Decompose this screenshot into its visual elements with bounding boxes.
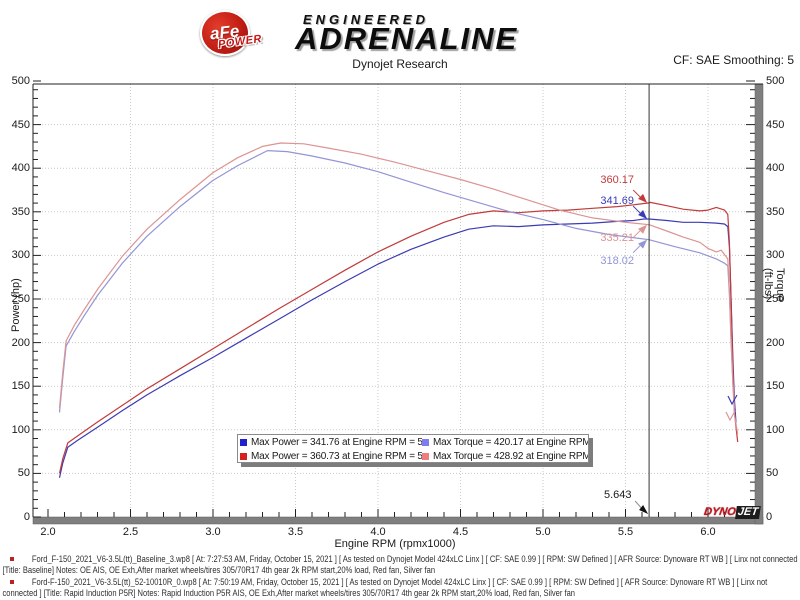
- page-title: Dynojet Research: [352, 57, 448, 71]
- annotation-arrowhead-icon: [638, 224, 648, 234]
- run-end-marker-icon: [727, 394, 738, 406]
- legend-swatch-icon: [240, 438, 247, 446]
- legend-label: Max Power = 341.76 at Engine RPM = 5.61: [251, 436, 422, 448]
- run-info-line: [Title: Baseline] Notes: OE AIS, OE Exh,…: [2, 565, 436, 575]
- annotation-arrowhead-icon: [638, 210, 648, 220]
- annotation-arrow-line: [632, 205, 641, 214]
- run-entry-baseline: Ford_F-150_2021_V6-3.5L(tt)_Baseline_3.w…: [0, 554, 800, 576]
- smoothing-setting: CF: SAE Smoothing: 5: [673, 53, 794, 67]
- annotation-arrow-line: [632, 230, 641, 239]
- legend-label: Max Torque = 428.92 at Engine RPM = 3.41: [433, 450, 588, 462]
- legend-swatch-icon: [240, 452, 247, 460]
- brand-adrenaline: ADRENALINE: [295, 21, 519, 56]
- legend-label: Max Torque = 420.17 at Engine RPM = 3.33: [433, 436, 588, 448]
- x-axis-bar: [32, 516, 764, 525]
- run-entry-rapid-induction: Ford-F-150_2021_V6-3.5L(tt)_52-10010R_0.…: [0, 577, 800, 599]
- run-info-block: Ford_F-150_2021_V6-3.5L(tt)_Baseline_3.w…: [0, 554, 800, 600]
- cursor-label-arrowhead-icon: [639, 505, 649, 514]
- dynojet-logo: DYNOJET: [703, 506, 761, 519]
- curve-power-baseline: [58, 218, 737, 478]
- curve-torque-baseline: [58, 150, 735, 413]
- annotation-arrow-line: [632, 189, 641, 198]
- run-info-line: Ford_F-150_2021_V6-3.5L(tt)_Baseline_3.w…: [31, 554, 798, 564]
- legend-label: Max Power = 360.73 at Engine RPM = 5.65: [251, 450, 422, 462]
- chart-legend: Max Power = 341.76 at Engine RPM = 5.61 …: [237, 434, 589, 463]
- run-end-marker-icon: [725, 410, 736, 422]
- legend-swatch-icon: [422, 452, 429, 460]
- dynojet-logo-dyno: DYNO: [703, 506, 737, 518]
- legend-item-max-torque-modified: Max Torque = 428.92 at Engine RPM = 3.41: [422, 451, 588, 462]
- run-bullet-icon: [10, 580, 14, 584]
- left-axis-title: Power (hp): [10, 278, 22, 332]
- right-axis-title: Torque (ft-lbs): [762, 268, 786, 302]
- run-info-line: Ford-F-150_2021_V6-3.5L(tt)_52-10010R_0.…: [31, 577, 768, 587]
- afe-logo: aFe: [200, 10, 250, 56]
- cursor-rpm-label: 5.643: [604, 489, 632, 501]
- x-axis-title: Engine RPM (rpmx1000): [334, 538, 456, 550]
- curve-power-rapid-induction: [58, 201, 739, 474]
- legend-swatch-icon: [422, 438, 429, 446]
- y-axis-right-bar: [754, 83, 764, 525]
- run-info-line: connected ] [Title: Rapid Induction P5R]…: [2, 588, 576, 598]
- annotation-arrowhead-icon: [638, 239, 648, 249]
- run-bullet-icon: [10, 557, 14, 561]
- legend-item-max-power-modified: Max Power = 360.73 at Engine RPM = 5.65: [240, 451, 422, 462]
- dynojet-logo-jet: JET: [734, 506, 761, 519]
- brand-engineered: ENGINEERED: [303, 12, 429, 27]
- annotation-arrowhead-icon: [638, 193, 648, 203]
- annotation-arrow-line: [632, 245, 641, 254]
- legend-item-max-torque-baseline: Max Torque = 420.17 at Engine RPM = 3.33: [422, 437, 588, 448]
- curve-torque-rapid-induction: [58, 142, 739, 435]
- legend-item-max-power-baseline: Max Power = 341.76 at Engine RPM = 5.61: [240, 437, 422, 448]
